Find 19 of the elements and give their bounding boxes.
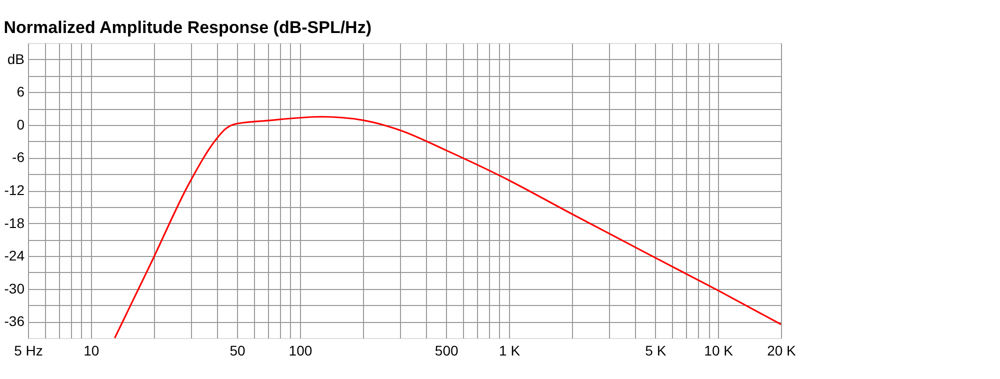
y-tick-label: -12 <box>4 182 25 198</box>
x-tick-label: 10 <box>84 342 100 358</box>
x-tick-label: 500 <box>434 342 458 358</box>
x-tick-label: 20 K <box>767 342 797 358</box>
y-tick-label: -24 <box>4 248 25 264</box>
y-tick-label: 6 <box>16 84 25 100</box>
x-tick-label: 10 K <box>704 342 734 358</box>
y-tick-label: -36 <box>4 313 25 330</box>
y-tick-label: dB <box>7 50 24 67</box>
chart-title: Normalized Amplitude Response (dB-SPL/Hz) <box>4 18 372 37</box>
x-tick-label: 5 K <box>645 342 667 358</box>
y-tick-label: -6 <box>12 149 25 166</box>
x-tick-label: 1 K <box>499 342 521 358</box>
x-tick-label: 100 <box>288 342 312 358</box>
x-tick-label: 5 Hz <box>14 342 43 358</box>
x-tick-label: 50 <box>230 342 246 358</box>
y-tick-label: -18 <box>4 214 25 231</box>
y-tick-label: 0 <box>16 116 25 132</box>
y-tick-label: -30 <box>4 280 25 296</box>
